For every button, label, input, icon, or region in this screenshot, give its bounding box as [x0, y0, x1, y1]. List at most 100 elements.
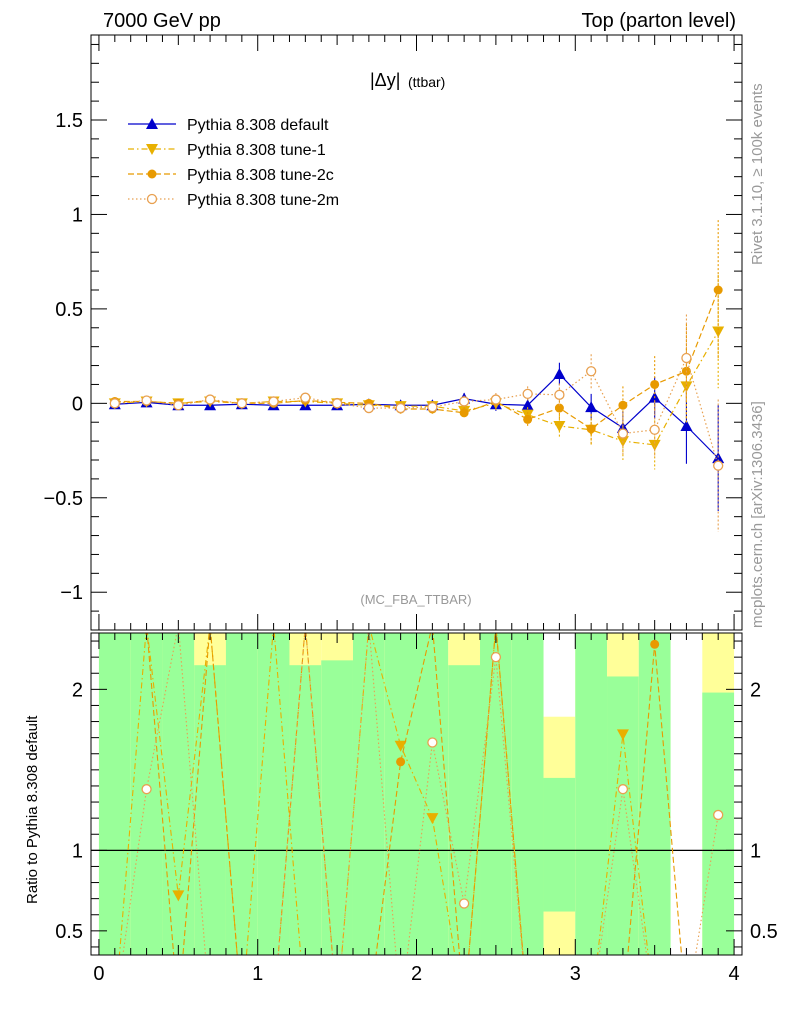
ratio-series-clipped	[118, 633, 724, 955]
legend-item-3: Pythia 8.308 tune-2m	[128, 192, 339, 209]
ratio-band-green-8	[321, 660, 353, 955]
ratio-ytick-label-right: 1	[750, 840, 761, 862]
main-point	[553, 368, 566, 380]
main-point	[363, 402, 375, 414]
plot-title-main: |Δy|	[370, 70, 400, 90]
main-point	[300, 392, 311, 403]
ratio-series-2	[122, 633, 724, 955]
ratio-band-green-19	[702, 692, 735, 955]
ratio-series	[118, 633, 724, 955]
ratio-point	[172, 890, 185, 902]
header-left: 7000 GeV pp	[103, 10, 221, 32]
ratio-band-green-15	[543, 777, 576, 912]
main-point	[521, 399, 534, 411]
ratio-point	[427, 737, 438, 748]
main-point	[586, 424, 596, 434]
main-series-line-1	[114, 331, 719, 446]
ratio-band-green-0	[98, 633, 131, 955]
main-series-line-2	[114, 289, 719, 430]
main-point	[649, 424, 660, 435]
main-point	[141, 395, 152, 406]
xtick-label: 4	[728, 963, 739, 985]
main-point	[618, 400, 628, 410]
main-point	[522, 388, 533, 400]
ratio-band-green-14	[511, 633, 544, 955]
ratio-point	[141, 784, 152, 795]
ratio-point	[650, 639, 660, 649]
ratio-point	[426, 813, 439, 825]
ratio-band-green-9	[352, 633, 385, 955]
main-series-3	[109, 314, 724, 532]
main-ytick-label: −0.5	[44, 488, 83, 510]
ratio-series-line-2	[122, 633, 719, 955]
ratio-ytick-label: 2	[72, 679, 83, 701]
main-series-line-0	[114, 373, 719, 459]
main-point	[554, 389, 565, 400]
main-point	[236, 398, 247, 409]
ratio-point	[490, 652, 502, 663]
ratio-series-line-0	[118, 633, 649, 955]
legend-marker	[146, 118, 158, 129]
main-ytick-label: −1	[60, 582, 83, 604]
legend-label: Pythia 8.308 tune-2m	[187, 192, 339, 209]
main-point	[713, 285, 723, 295]
xtick-label: 1	[252, 963, 263, 985]
ratio-series-0	[118, 633, 649, 955]
main-point	[490, 394, 502, 405]
ratio-point	[458, 898, 470, 909]
ratio-series-1	[146, 633, 683, 955]
ratio-point	[713, 809, 724, 821]
ratio-band-green-16	[575, 633, 608, 955]
main-point	[395, 402, 406, 414]
xtick-label: 0	[93, 963, 104, 985]
ratio-point	[617, 784, 629, 795]
legend-item-2: Pythia 8.308 tune-2c	[128, 167, 334, 184]
main-point	[459, 408, 469, 418]
main-point	[681, 352, 692, 364]
header-right: Top (parton level)	[581, 10, 736, 32]
ratio-bands	[98, 633, 735, 955]
ratio-frame	[90, 632, 743, 956]
main-point	[648, 439, 661, 451]
main-point	[204, 394, 216, 405]
ratio-point	[616, 729, 629, 741]
ratio-band-green-13	[480, 633, 512, 955]
legend-item-1: Pythia 8.308 tune-1	[128, 142, 326, 159]
legend-marker	[146, 144, 158, 155]
ratio-band-green-18	[638, 633, 671, 955]
ratio-band-green-10	[384, 633, 417, 955]
main-ytick-label: 1	[72, 204, 83, 226]
main-point	[712, 326, 725, 338]
ratio-band-green-2	[162, 633, 195, 955]
xtick-label: 3	[570, 963, 581, 985]
main-point	[523, 414, 533, 424]
main-point	[712, 452, 725, 464]
main-series	[108, 220, 725, 532]
legend-marker	[147, 169, 157, 179]
ratio-ytick-label-right: 2	[750, 679, 761, 701]
legend-item-0: Pythia 8.308 default	[128, 117, 329, 134]
main-ytick-label: 1.5	[55, 110, 83, 132]
legend: Pythia 8.308 default Pythia 8.308 tune-1 P…	[128, 117, 339, 209]
main-ytick-label: 0	[72, 393, 83, 415]
ratio-band-green-6	[257, 633, 290, 955]
ratio-band-green-7	[289, 665, 322, 955]
main-point	[617, 428, 629, 439]
main-point	[713, 460, 724, 471]
ratio-ytick-label-right: 0.5	[750, 921, 778, 943]
main-series-line-3	[114, 356, 719, 466]
ratio-ytick-label: 0.5	[55, 921, 83, 943]
ratio-point	[394, 740, 407, 752]
ratio-band-green-12	[448, 665, 481, 955]
main-point	[331, 398, 343, 409]
main-point	[585, 401, 598, 413]
plot-title-sub: (ttbar)	[408, 74, 445, 90]
main-point	[553, 421, 566, 432]
main-point	[268, 396, 279, 407]
legend-label: Pythia 8.308 tune-1	[187, 142, 326, 159]
main-point	[427, 401, 438, 413]
xtick-label: 2	[411, 963, 422, 985]
main-point	[109, 398, 120, 409]
main-point	[458, 396, 470, 407]
main-point	[173, 400, 184, 411]
